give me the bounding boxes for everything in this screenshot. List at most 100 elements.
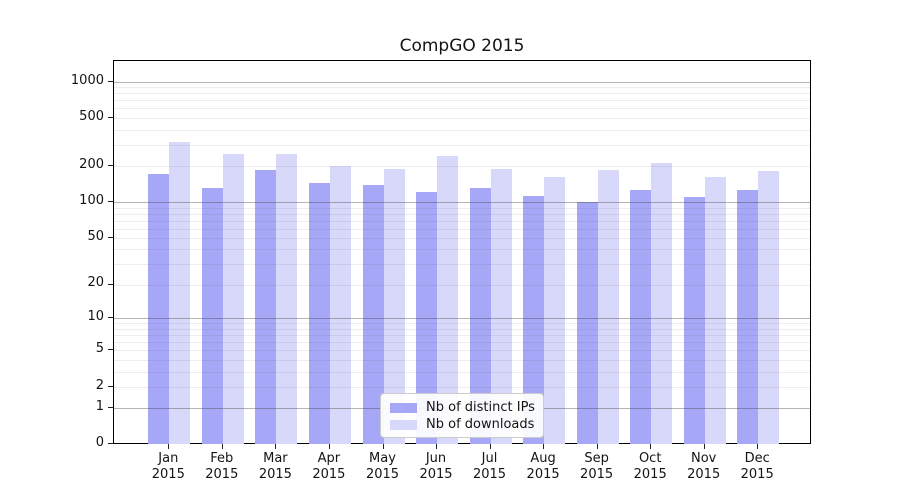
y-tick-mark-20 [108, 283, 113, 285]
gridline-y-50 [114, 237, 810, 239]
x-tick-label-oct: Oct 2015 [633, 451, 667, 482]
x-tick-mark-nov [703, 444, 705, 449]
gridline-y-200 [114, 165, 810, 167]
x-tick-mark-dec [757, 444, 759, 449]
legend-entry-downloads: Nb of downloads [390, 416, 535, 433]
gridline-y-4 [114, 359, 810, 361]
bar-downloads-jan [169, 142, 191, 444]
bar-downloads-feb [222, 153, 244, 444]
y-tick-mark-10 [108, 317, 113, 319]
x-tick-label-jan: Jan 2015 [151, 451, 185, 482]
y-tick-mark-0 [108, 443, 113, 445]
gridline-y-100 [114, 202, 810, 203]
x-tick-label-apr: Apr 2015 [312, 451, 346, 482]
x-tick-label-nov: Nov 2015 [687, 451, 721, 482]
legend-swatch-downloads [390, 419, 417, 430]
gridline-y-80 [114, 213, 810, 215]
legend-entry-distinct-ips: Nb of distinct IPs [390, 399, 535, 416]
plot-area [113, 60, 811, 444]
legend: Nb of distinct IPs Nb of downloads [380, 393, 544, 438]
gridline-y-10 [114, 318, 810, 320]
bar-distinct-ips-may [362, 184, 384, 444]
y-tick-label-1: 1 [95, 398, 104, 414]
y-tick-mark-1000 [108, 80, 113, 82]
gridline-y-2 [114, 386, 810, 388]
y-tick-label-2: 2 [95, 377, 104, 393]
x-tick-label-feb: Feb 2015 [205, 451, 239, 482]
y-tick-mark-500 [108, 116, 113, 118]
x-tick-label-sep: Sep 2015 [580, 451, 614, 482]
bar-distinct-ips-nov [683, 197, 705, 444]
x-tick-label-mar: Mar 2015 [258, 451, 292, 482]
bar-downloads-apr [329, 166, 351, 444]
x-tick-mark-sep [596, 444, 598, 449]
bar-downloads-aug [544, 176, 566, 444]
y-tick-mark-200 [108, 164, 113, 166]
y-tick-mark-100 [108, 201, 113, 202]
x-tick-mark-jan [168, 444, 170, 449]
gridline-y-1000 [114, 81, 810, 83]
y-tick-label-50: 50 [87, 228, 104, 244]
legend-label-downloads: Nb of downloads [426, 417, 535, 432]
x-tick-mark-mar [275, 444, 277, 449]
gridline-y-9 [114, 323, 810, 325]
gridline-y-600 [114, 108, 810, 110]
gridline-y-500 [114, 117, 810, 119]
gridline-y-20 [114, 284, 810, 286]
legend-swatch-distinct-ips [390, 402, 417, 413]
x-tick-mark-aug [543, 444, 545, 449]
y-tick-label-20: 20 [87, 275, 104, 291]
gridline-y-6 [114, 342, 810, 344]
gridline-y-700 [114, 100, 810, 102]
legend-label-distinct-ips: Nb of distinct IPs [426, 400, 535, 415]
x-tick-mark-may [382, 444, 384, 449]
bar-distinct-ips-oct [630, 189, 652, 444]
y-tick-mark-2 [108, 385, 113, 387]
gridline-y-5 [114, 350, 810, 352]
x-tick-label-dec: Dec 2015 [740, 451, 774, 482]
gridline-y-900 [114, 87, 810, 89]
y-tick-label-10: 10 [87, 309, 104, 325]
gridline-y-8 [114, 328, 810, 330]
y-tick-label-200: 200 [79, 156, 104, 172]
x-tick-mark-oct [650, 444, 652, 449]
y-tick-label-1000: 1000 [70, 72, 104, 88]
x-tick-mark-jul [489, 444, 491, 449]
y-tick-mark-5 [108, 349, 113, 351]
y-tick-label-0: 0 [95, 435, 104, 451]
x-tick-label-aug: Aug 2015 [526, 451, 560, 482]
bar-distinct-ips-aug [523, 196, 545, 444]
bar-distinct-ips-dec [737, 190, 759, 444]
x-tick-label-jun: Jun 2015 [419, 451, 453, 482]
gridline-y-70 [114, 220, 810, 222]
bar-downloads-mar [276, 154, 298, 444]
bar-downloads-sep [597, 169, 619, 444]
bar-downloads-oct [651, 162, 673, 444]
x-tick-label-may: May 2015 [365, 451, 400, 482]
gridline-y-400 [114, 129, 810, 131]
bar-distinct-ips-sep [576, 202, 598, 444]
gridline-y-800 [114, 93, 810, 95]
gridline-y-300 [114, 144, 810, 146]
chart-title: CompGO 2015 [399, 36, 525, 56]
y-tick-label-500: 500 [79, 108, 104, 124]
bar-downloads-jul [490, 169, 512, 444]
bar-distinct-ips-feb [201, 187, 223, 444]
y-tick-label-5: 5 [95, 341, 104, 357]
gridline-y-40 [114, 249, 810, 251]
bar-distinct-ips-jan [148, 173, 170, 444]
gridline-y-60 [114, 228, 810, 230]
y-tick-mark-50 [108, 236, 113, 238]
gridline-y-90 [114, 207, 810, 209]
gridline-y-3 [114, 371, 810, 373]
gridline-y-30 [114, 264, 810, 265]
y-tick-label-100: 100 [79, 192, 104, 208]
y-tick-mark-1 [108, 406, 113, 408]
bar-downloads-nov [704, 176, 726, 444]
bar-distinct-ips-jun [416, 191, 437, 444]
x-tick-mark-feb [221, 444, 223, 449]
bar-downloads-may [383, 169, 405, 444]
x-tick-mark-apr [328, 444, 330, 449]
bar-distinct-ips-mar [255, 169, 277, 444]
